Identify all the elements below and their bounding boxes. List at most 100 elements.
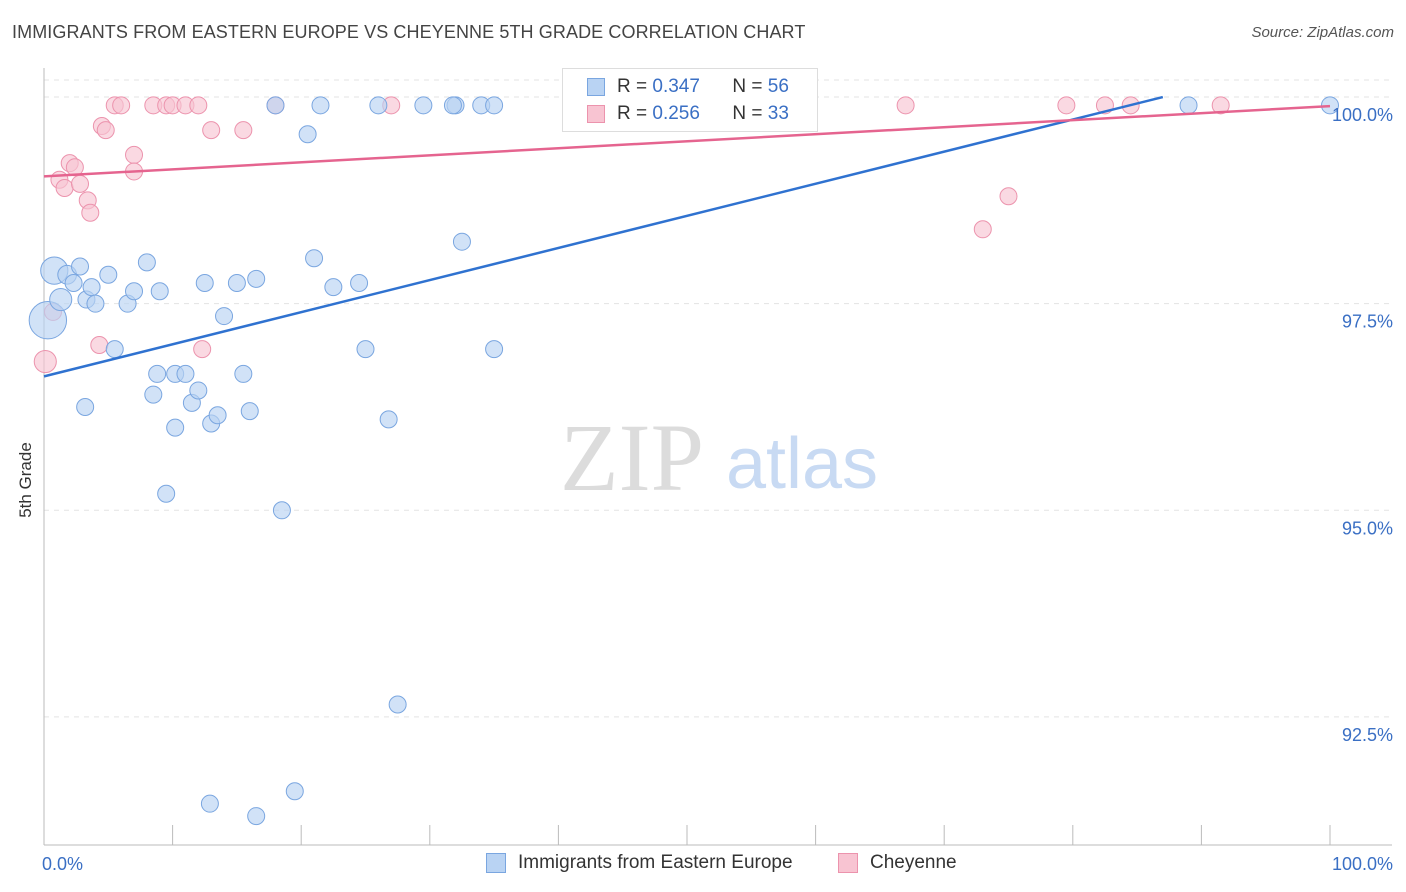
eastern-europe-point — [443, 96, 462, 115]
watermark: ZIP atlas — [560, 404, 878, 511]
eastern-europe-point — [82, 278, 101, 297]
r-value: 0.347 — [652, 76, 700, 97]
eastern-europe-point — [379, 410, 398, 429]
source-label: Source: ZipAtlas.com — [1251, 24, 1394, 41]
eastern-europe-point — [166, 418, 185, 437]
eastern-europe-point — [227, 274, 246, 293]
n-label: N = — [732, 103, 768, 124]
legend-item-eastern-europe[interactable]: Immigrants from Eastern Europe — [486, 852, 793, 874]
y-tick-label: 97.5% — [1342, 312, 1393, 332]
eastern-europe-point — [388, 695, 407, 714]
eastern-europe-point — [356, 340, 375, 359]
eastern-europe-points — [28, 96, 1339, 826]
legend-swatch-blue — [587, 78, 605, 96]
legend-swatch-pink — [587, 105, 605, 123]
eastern-europe-point — [208, 406, 227, 425]
eastern-europe-point — [369, 96, 388, 115]
eastern-europe-point — [414, 96, 433, 115]
cheyenne-point — [90, 335, 109, 354]
eastern-europe-point — [71, 257, 90, 276]
watermark-atlas: atlas — [726, 424, 878, 504]
axes — [43, 68, 1392, 846]
cheyenne-point — [96, 121, 115, 140]
cheyenne-point — [999, 187, 1018, 206]
eastern-europe-point — [195, 274, 214, 293]
cheyenne-point — [125, 145, 144, 164]
eastern-europe-point — [298, 125, 317, 144]
cheyenne-point — [896, 96, 915, 115]
eastern-europe-point — [215, 307, 234, 326]
eastern-europe-point — [176, 364, 195, 383]
legend-swatch-pink — [838, 853, 858, 873]
cheyenne-point — [55, 178, 74, 197]
eastern-europe-point — [1179, 96, 1198, 115]
cheyenne-point — [973, 220, 992, 239]
eastern-europe-point — [305, 249, 324, 268]
eastern-europe-point — [324, 278, 343, 297]
eastern-europe-point — [125, 282, 144, 301]
cheyenne-point — [1057, 96, 1076, 115]
legend-label-eastern-europe: Immigrants from Eastern Europe — [518, 852, 793, 873]
tick-labels: 100.0% 97.5% 95.0% 92.5% 0.0% 100.0% — [42, 105, 1393, 874]
eastern-europe-point — [272, 501, 291, 520]
r-value: 0.256 — [652, 103, 700, 124]
legend-row-cheyenne: R = 0.256 N = 33 — [587, 102, 789, 126]
eastern-europe-point — [240, 402, 259, 421]
y-tick-label: 100.0% — [1332, 105, 1393, 125]
cheyenne-points — [33, 96, 1230, 374]
n-value: 56 — [767, 76, 789, 97]
series-legend: Immigrants from Eastern Europe Cheyenne — [0, 852, 1406, 878]
eastern-europe-point — [49, 287, 73, 312]
eastern-europe-point — [150, 282, 169, 301]
eastern-europe-point — [64, 274, 83, 293]
eastern-europe-point — [247, 269, 266, 288]
watermark-zip: ZIP — [560, 404, 704, 511]
correlation-legend: R = 0.347 N = 56 R = 0.256 N = 33 — [562, 68, 818, 132]
r-label: R = — [617, 103, 653, 124]
eastern-europe-point — [485, 340, 504, 359]
eastern-europe-point — [485, 96, 504, 115]
eastern-europe-point — [285, 782, 304, 801]
x-tick-label: 100.0% — [1332, 854, 1393, 874]
eastern-europe-point — [105, 340, 124, 359]
gridlines — [44, 79, 1392, 718]
eastern-europe-point — [86, 294, 105, 313]
cheyenne-point — [1211, 96, 1230, 115]
cheyenne-point — [193, 340, 212, 359]
cheyenne-point — [189, 96, 208, 115]
eastern-europe-point — [76, 397, 95, 416]
eastern-europe-point — [144, 385, 163, 404]
n-value: 33 — [767, 103, 789, 124]
cheyenne-point — [71, 174, 90, 193]
cheyenne-point — [202, 121, 221, 140]
y-tick-label: 95.0% — [1342, 518, 1393, 538]
r-label: R = — [617, 76, 653, 97]
eastern-europe-point — [137, 253, 156, 272]
eastern-europe-point — [266, 96, 285, 115]
eastern-europe-point — [148, 364, 167, 383]
eastern-europe-trend-line — [43, 95, 1164, 378]
y-tick-label: 92.5% — [1342, 725, 1393, 745]
cheyenne-point — [81, 203, 100, 222]
trend-lines — [43, 95, 1331, 378]
eastern-europe-point — [247, 807, 266, 826]
cheyenne-point — [234, 121, 253, 140]
eastern-europe-point — [28, 301, 68, 340]
eastern-europe-point — [1321, 96, 1339, 115]
eastern-europe-point — [234, 364, 253, 383]
eastern-europe-point — [99, 265, 118, 284]
cheyenne-trend-line — [43, 104, 1331, 178]
legend-swatch-blue — [486, 853, 506, 873]
eastern-europe-point — [157, 484, 176, 503]
eastern-europe-point — [452, 232, 471, 251]
eastern-europe-point — [350, 274, 369, 293]
eastern-europe-point — [311, 96, 330, 115]
legend-label-cheyenne: Cheyenne — [870, 852, 957, 873]
chart-title: IMMIGRANTS FROM EASTERN EUROPE VS CHEYEN… — [12, 22, 806, 42]
eastern-europe-point — [200, 794, 219, 813]
legend-item-cheyenne[interactable]: Cheyenne — [838, 852, 957, 874]
cheyenne-point — [33, 349, 57, 374]
eastern-europe-point — [189, 381, 208, 400]
legend-row-eastern-europe: R = 0.347 N = 56 — [587, 75, 789, 99]
